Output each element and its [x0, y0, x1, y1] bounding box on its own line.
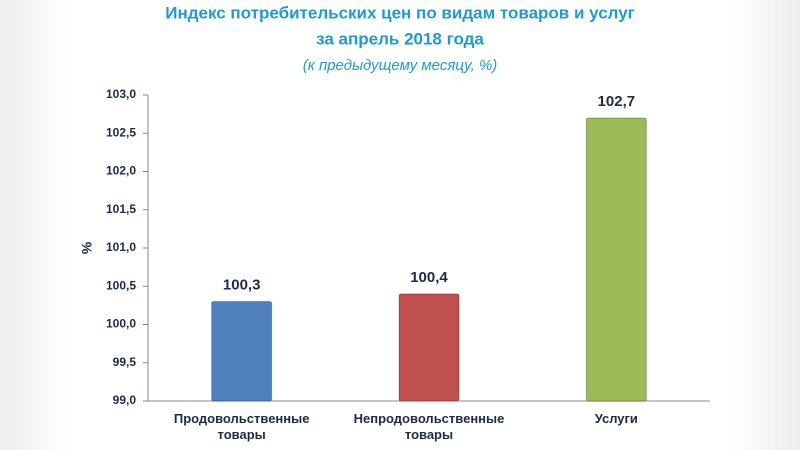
y-tick-label: 102,0 [106, 164, 136, 178]
y-tick-label: 99,0 [113, 393, 137, 407]
value-label: 100,3 [223, 277, 261, 294]
value-label: 102,7 [598, 93, 636, 110]
y-tick-label: 101,0 [106, 240, 136, 254]
chart-subtitle: за апрель 2018 года [316, 29, 484, 48]
y-axis-label: % [79, 241, 95, 254]
bar [211, 301, 273, 402]
chart-note: (к предыдущему месяцу, %) [303, 57, 498, 74]
y-tick-label: 103,0 [106, 87, 136, 101]
y-tick-label: 100,0 [106, 317, 136, 331]
value-label: 100,4 [410, 269, 448, 286]
y-tick-label: 100,5 [106, 278, 136, 292]
y-tick-label: 101,5 [106, 202, 136, 216]
x-tick-label: Услуги [594, 411, 638, 426]
y-tick-label: 99,5 [113, 355, 137, 369]
x-tick-label: Продовольственные товары [173, 411, 310, 442]
x-tick-label: Непродовольственные товары [353, 411, 505, 442]
bar [585, 117, 647, 402]
chart-title: Индекс потребительских цен по видам това… [165, 3, 635, 22]
y-tick-label: 102,5 [106, 125, 136, 139]
bar [398, 293, 460, 402]
